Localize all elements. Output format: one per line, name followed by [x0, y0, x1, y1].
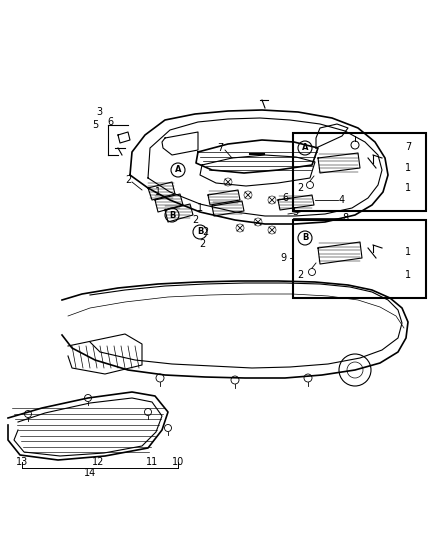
Text: B: B — [169, 211, 175, 220]
Circle shape — [351, 141, 359, 149]
Bar — [293, 133, 426, 211]
Circle shape — [193, 225, 207, 239]
Text: 5: 5 — [292, 207, 298, 217]
Text: 5: 5 — [92, 120, 98, 130]
Text: 8: 8 — [342, 213, 348, 223]
Text: 13: 13 — [16, 457, 28, 467]
Text: 3: 3 — [96, 107, 102, 117]
Text: 1: 1 — [405, 163, 411, 173]
Text: 6: 6 — [282, 193, 288, 203]
Circle shape — [298, 141, 312, 155]
Text: B: B — [197, 228, 203, 237]
Text: 7: 7 — [217, 143, 223, 153]
Circle shape — [298, 231, 312, 245]
Text: B: B — [302, 233, 308, 243]
Text: A: A — [175, 166, 181, 174]
Text: 11: 11 — [146, 457, 158, 467]
Text: 2: 2 — [297, 183, 303, 193]
Text: A: A — [302, 143, 308, 152]
Text: 2: 2 — [125, 175, 131, 185]
Text: 12: 12 — [92, 457, 104, 467]
Text: 2: 2 — [202, 227, 208, 237]
Text: 9: 9 — [280, 253, 286, 263]
Text: 1: 1 — [405, 183, 411, 193]
Text: 2: 2 — [297, 270, 303, 280]
Text: 4: 4 — [339, 195, 345, 205]
Text: 1: 1 — [155, 187, 161, 197]
Text: 1: 1 — [405, 247, 411, 257]
Text: 2: 2 — [199, 239, 205, 249]
Circle shape — [165, 208, 179, 222]
Text: 14: 14 — [84, 468, 96, 478]
Text: 1: 1 — [405, 270, 411, 280]
Text: 10: 10 — [172, 457, 184, 467]
Text: 1: 1 — [197, 203, 203, 213]
Bar — [293, 220, 426, 298]
Text: 7: 7 — [405, 142, 411, 152]
Text: 6: 6 — [107, 117, 113, 127]
Text: 2: 2 — [192, 215, 198, 225]
Circle shape — [171, 163, 185, 177]
